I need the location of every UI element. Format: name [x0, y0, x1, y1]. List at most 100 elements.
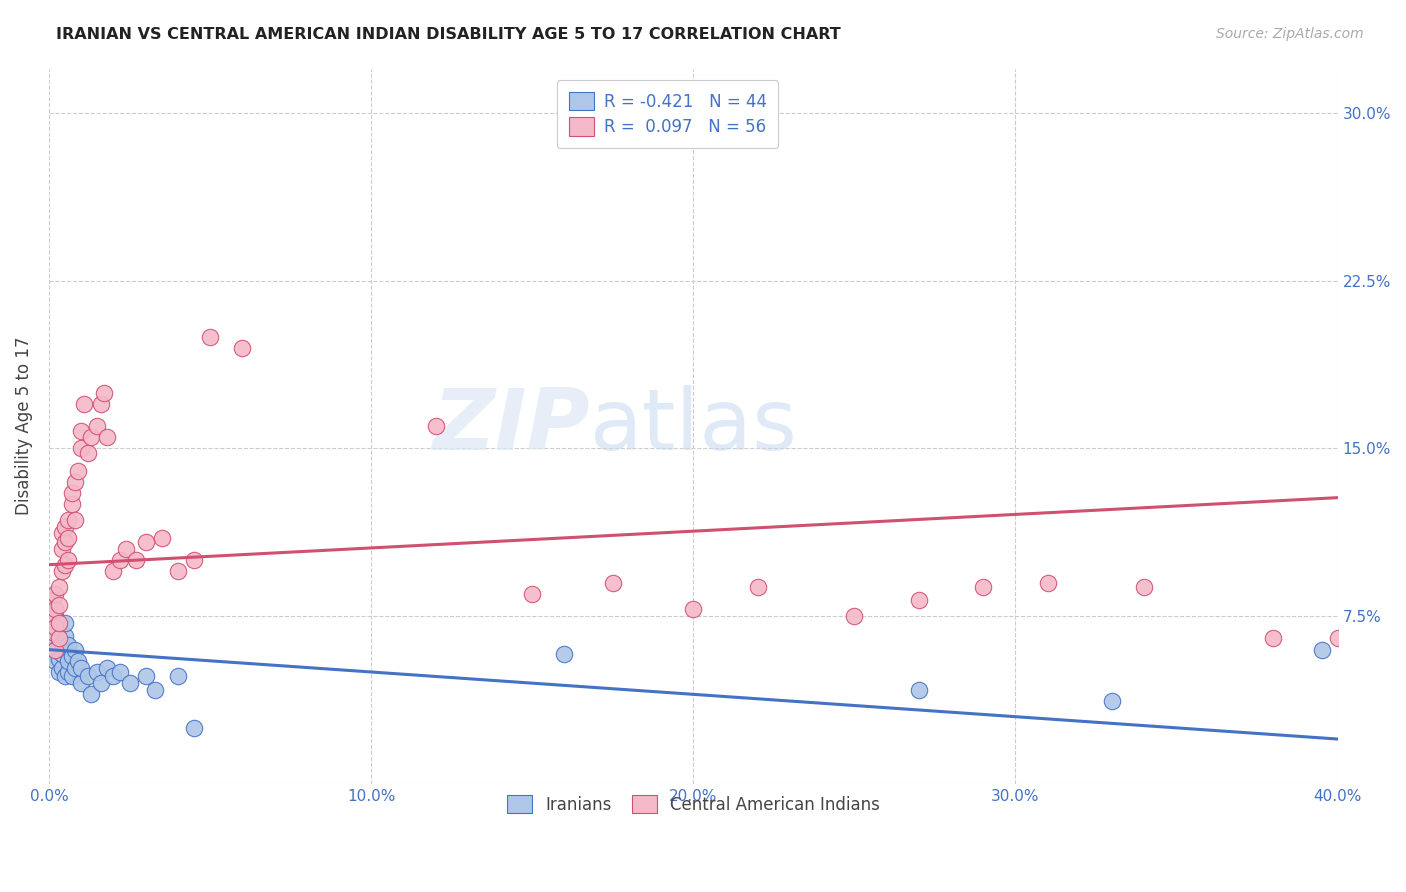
- Point: [103, 669, 125, 683]
- Point: [53, 519, 76, 533]
- Point: [51, 565, 73, 579]
- Point: [41, 647, 63, 661]
- Point: [48, 632, 70, 646]
- Point: [53, 642, 76, 657]
- Text: IRANIAN VS CENTRAL AMERICAN INDIAN DISABILITY AGE 5 TO 17 CORRELATION CHART: IRANIAN VS CENTRAL AMERICAN INDIAN DISAB…: [56, 27, 841, 42]
- Point: [115, 542, 138, 557]
- Point: [51, 526, 73, 541]
- Point: [183, 553, 205, 567]
- Point: [76, 446, 98, 460]
- Point: [89, 676, 111, 690]
- Point: [41, 593, 63, 607]
- Point: [41, 615, 63, 630]
- Point: [844, 609, 866, 624]
- Point: [44, 587, 66, 601]
- Point: [51, 647, 73, 661]
- Point: [58, 638, 80, 652]
- Point: [44, 620, 66, 634]
- Point: [48, 651, 70, 665]
- Point: [135, 669, 157, 683]
- Point: [96, 660, 118, 674]
- Point: [48, 620, 70, 634]
- Point: [89, 397, 111, 411]
- Point: [48, 665, 70, 679]
- Point: [66, 464, 89, 478]
- Point: [135, 535, 157, 549]
- Point: [48, 638, 70, 652]
- Point: [125, 553, 148, 567]
- Point: [66, 654, 89, 668]
- Point: [1310, 642, 1333, 657]
- Point: [44, 642, 66, 657]
- Legend: Iranians, Central American Indians: Iranians, Central American Indians: [495, 783, 891, 825]
- Point: [63, 475, 86, 489]
- Point: [93, 385, 115, 400]
- Point: [682, 602, 704, 616]
- Point: [63, 660, 86, 674]
- Point: [150, 531, 173, 545]
- Point: [231, 341, 253, 355]
- Point: [70, 442, 93, 456]
- Point: [58, 531, 80, 545]
- Point: [53, 615, 76, 630]
- Point: [80, 687, 103, 701]
- Point: [51, 636, 73, 650]
- Point: [70, 424, 93, 438]
- Point: [183, 721, 205, 735]
- Point: [73, 397, 96, 411]
- Point: [41, 632, 63, 646]
- Point: [44, 654, 66, 668]
- Point: [58, 654, 80, 668]
- Text: atlas: atlas: [591, 384, 799, 467]
- Point: [58, 553, 80, 567]
- Point: [908, 682, 931, 697]
- Point: [76, 669, 98, 683]
- Point: [86, 419, 108, 434]
- Text: ZIP: ZIP: [433, 384, 591, 467]
- Point: [1263, 632, 1285, 646]
- Point: [60, 649, 83, 664]
- Point: [1101, 694, 1123, 708]
- Point: [602, 575, 624, 590]
- Point: [53, 558, 76, 572]
- Point: [425, 419, 447, 434]
- Point: [48, 615, 70, 630]
- Point: [747, 580, 769, 594]
- Point: [44, 642, 66, 657]
- Point: [53, 535, 76, 549]
- Point: [70, 676, 93, 690]
- Point: [41, 624, 63, 639]
- Point: [48, 580, 70, 594]
- Point: [553, 647, 575, 661]
- Point: [51, 542, 73, 557]
- Point: [166, 565, 188, 579]
- Point: [108, 665, 131, 679]
- Point: [1133, 580, 1156, 594]
- Point: [53, 629, 76, 643]
- Text: Source: ZipAtlas.com: Source: ZipAtlas.com: [1216, 27, 1364, 41]
- Point: [44, 609, 66, 624]
- Point: [86, 665, 108, 679]
- Point: [1036, 575, 1059, 590]
- Point: [53, 669, 76, 683]
- Y-axis label: Disability Age 5 to 17: Disability Age 5 to 17: [15, 337, 32, 516]
- Point: [166, 669, 188, 683]
- Point: [118, 676, 141, 690]
- Point: [522, 587, 544, 601]
- Point: [63, 513, 86, 527]
- Point: [80, 430, 103, 444]
- Point: [1326, 632, 1348, 646]
- Point: [96, 430, 118, 444]
- Point: [972, 580, 994, 594]
- Point: [41, 609, 63, 624]
- Point: [63, 642, 86, 657]
- Point: [58, 665, 80, 679]
- Point: [60, 497, 83, 511]
- Point: [198, 329, 221, 343]
- Point: [44, 602, 66, 616]
- Point: [108, 553, 131, 567]
- Point: [908, 593, 931, 607]
- Point: [103, 565, 125, 579]
- Point: [58, 513, 80, 527]
- Point: [51, 660, 73, 674]
